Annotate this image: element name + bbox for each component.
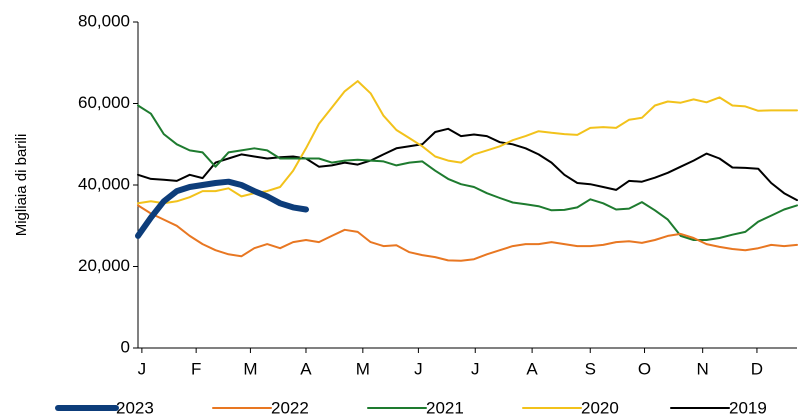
x-tick-label: O xyxy=(638,359,651,378)
y-tick-label: 40,000 xyxy=(78,174,130,193)
series-line xyxy=(137,204,798,262)
series-line xyxy=(135,178,309,239)
y-tick-label: 0 xyxy=(121,337,130,356)
series-line xyxy=(137,127,798,202)
legend-label: 2021 xyxy=(426,398,464,417)
y-tick-label: 80,000 xyxy=(78,11,130,30)
y-tick-label: 60,000 xyxy=(78,93,130,112)
legend-label: 2019 xyxy=(729,398,767,417)
x-tick-label: A xyxy=(526,359,538,378)
x-tick-label: D xyxy=(751,359,763,378)
x-tick-label: F xyxy=(191,359,201,378)
legend-label: 2022 xyxy=(271,398,309,417)
x-tick-label: M xyxy=(356,359,370,378)
y-axis-label: Migliaia di barili xyxy=(13,134,30,237)
legend-label: 2023 xyxy=(116,398,154,417)
legend-label: 2020 xyxy=(581,398,619,417)
x-tick-label: M xyxy=(243,359,257,378)
x-tick-label: A xyxy=(300,359,312,378)
x-tick-label: J xyxy=(471,359,480,378)
x-tick-label: J xyxy=(138,359,147,378)
x-tick-label: J xyxy=(414,359,423,378)
x-tick-label: S xyxy=(585,359,596,378)
series-line xyxy=(137,80,798,205)
series-line xyxy=(137,104,798,241)
x-tick-label: N xyxy=(697,359,709,378)
y-tick-label: 20,000 xyxy=(78,256,130,275)
